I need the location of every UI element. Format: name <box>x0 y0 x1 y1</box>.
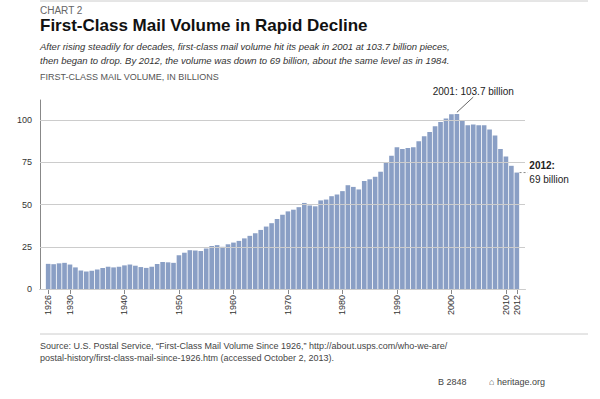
svg-text:1940: 1940 <box>119 295 129 315</box>
svg-text:50: 50 <box>22 200 32 210</box>
svg-text:1960: 1960 <box>228 295 238 315</box>
svg-text:then began to drop. By 2012, t: then began to drop. By 2012, the volume … <box>40 55 449 66</box>
svg-text:2000: 2000 <box>446 295 456 315</box>
svg-text:2012: 2012 <box>512 295 522 315</box>
svg-text:⌂ heritage.org: ⌂ heritage.org <box>489 377 545 387</box>
svg-text:B 2848: B 2848 <box>438 377 467 387</box>
svg-text:FIRST-CLASS MAIL VOLUME, IN BI: FIRST-CLASS MAIL VOLUME, IN BILLIONS <box>40 72 219 82</box>
svg-text:2010: 2010 <box>501 295 511 315</box>
svg-text:postal-history/first-class-mai: postal-history/first-class-mail-since-19… <box>40 353 334 363</box>
svg-text:After rising steadily for deca: After rising steadily for decades, first… <box>39 41 450 52</box>
svg-text:1990: 1990 <box>392 295 402 315</box>
svg-text:1970: 1970 <box>283 295 293 315</box>
svg-text:1980: 1980 <box>337 295 347 315</box>
svg-text:1926: 1926 <box>43 295 53 315</box>
svg-text:1950: 1950 <box>174 295 184 315</box>
svg-text:First-Class Mail Volume in Rap: First-Class Mail Volume in Rapid Decline <box>40 16 367 35</box>
svg-text:CHART 2: CHART 2 <box>40 5 83 16</box>
svg-text:25: 25 <box>22 242 32 252</box>
svg-text:100: 100 <box>17 115 32 125</box>
svg-text:2012:: 2012: <box>529 160 555 171</box>
svg-text:69 billion: 69 billion <box>529 174 568 185</box>
svg-text:2001: 103.7 billion: 2001: 103.7 billion <box>433 86 514 97</box>
svg-text:1930: 1930 <box>65 295 75 315</box>
svg-text:0: 0 <box>27 284 32 294</box>
svg-text:Source: U.S. Postal Service, “: Source: U.S. Postal Service, “First-Clas… <box>40 341 448 351</box>
svg-text:75: 75 <box>22 157 32 167</box>
